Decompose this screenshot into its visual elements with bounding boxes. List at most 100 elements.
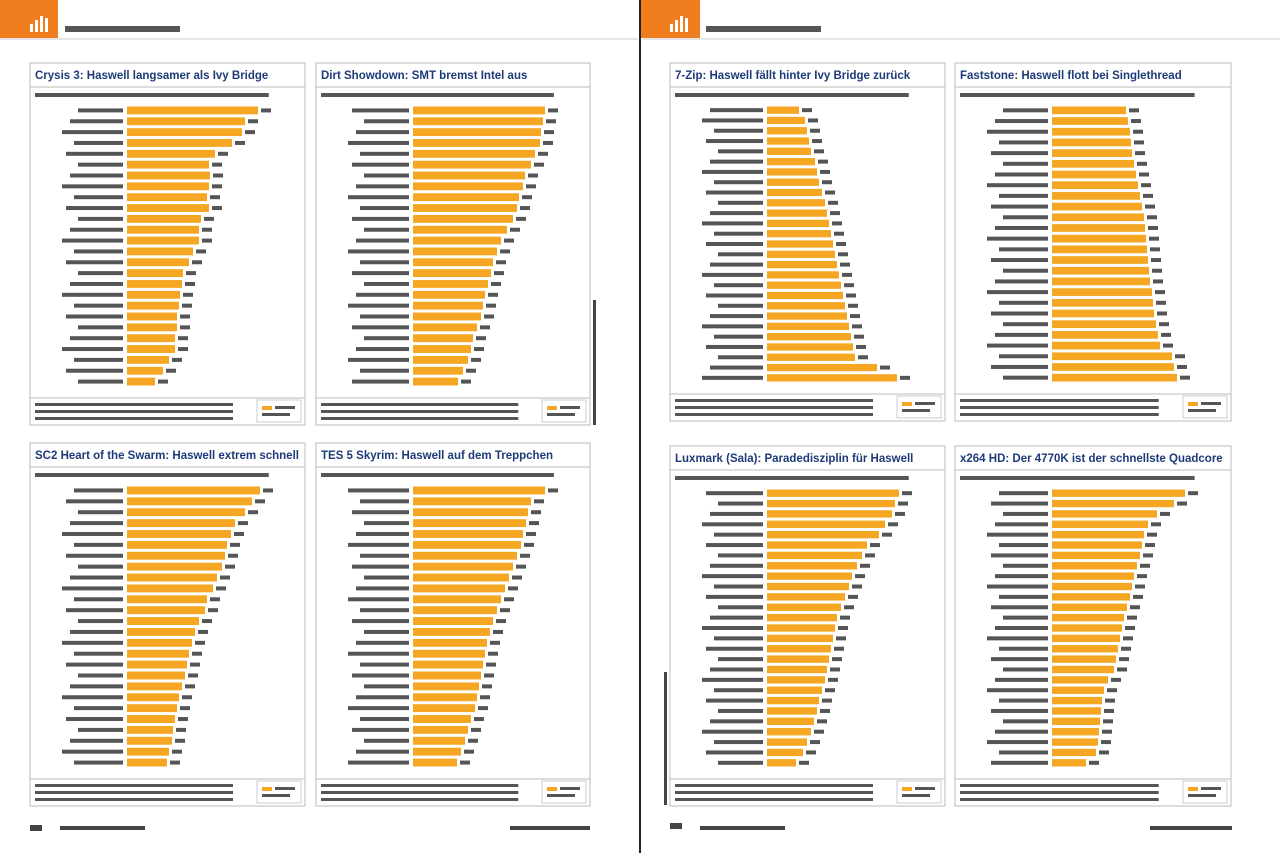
value-label	[510, 227, 520, 232]
bar	[1052, 489, 1185, 497]
bar	[413, 649, 485, 658]
row-label	[995, 225, 1048, 230]
bar	[413, 519, 526, 528]
bar	[413, 736, 465, 745]
value-label	[488, 292, 498, 297]
chart-title: TES 5 Skyrim: Haswell auf dem Treppchen	[321, 450, 553, 462]
row-label	[360, 499, 409, 504]
bar	[1052, 634, 1120, 643]
bar	[1052, 748, 1096, 757]
row-label	[364, 119, 409, 124]
value-label	[178, 336, 188, 341]
value-label	[1159, 322, 1169, 327]
bar	[413, 530, 523, 538]
bar	[127, 617, 199, 625]
row-label	[991, 501, 1048, 506]
row-label	[987, 584, 1048, 589]
row-label	[364, 227, 409, 232]
row-label	[995, 119, 1048, 124]
row-label	[70, 119, 123, 124]
panel-frame	[29, 442, 306, 807]
value-label	[1143, 193, 1153, 198]
value-label	[186, 271, 196, 276]
value-label	[548, 108, 558, 113]
row-label	[74, 249, 123, 254]
bar	[767, 230, 831, 238]
value-label	[854, 334, 864, 339]
row-label	[360, 717, 409, 722]
row-label	[74, 597, 123, 602]
bar	[413, 149, 535, 158]
bar	[127, 193, 207, 202]
value-label	[836, 636, 846, 641]
bar	[413, 682, 479, 691]
row-label	[74, 140, 123, 145]
row-label	[714, 283, 763, 288]
bar	[127, 704, 177, 713]
bar	[413, 193, 519, 202]
row-label	[999, 140, 1048, 145]
value-label	[198, 629, 208, 634]
row-label	[364, 684, 409, 689]
note-text	[35, 798, 233, 801]
row-label	[78, 325, 123, 330]
row-label	[364, 173, 409, 178]
value-label	[548, 488, 558, 493]
bar	[413, 377, 458, 386]
value-label	[898, 501, 908, 506]
value-label	[834, 231, 844, 236]
legend-text	[275, 406, 295, 409]
value-label	[520, 553, 530, 558]
note-text	[321, 403, 519, 406]
chart-panel: x264 HD: Der 4770K ist der schnellste Qu…	[954, 445, 1232, 807]
value-label	[1161, 332, 1171, 337]
value-label	[480, 695, 490, 700]
row-label	[1003, 322, 1048, 327]
value-label	[814, 149, 824, 154]
bar	[1052, 530, 1144, 539]
row-label	[706, 698, 763, 703]
value-label	[825, 688, 835, 693]
note-text	[675, 406, 873, 409]
row-label	[70, 227, 123, 232]
bar	[1052, 309, 1154, 318]
bar	[767, 499, 895, 508]
row-label	[356, 184, 409, 189]
bar	[413, 236, 501, 245]
bar	[127, 595, 207, 604]
row-label	[999, 698, 1048, 703]
value-label	[486, 662, 496, 667]
value-label	[1140, 563, 1150, 568]
bar	[413, 617, 493, 625]
row-label	[999, 354, 1048, 359]
note-text	[321, 784, 519, 787]
row-label	[991, 760, 1048, 765]
row-label	[78, 216, 123, 221]
value-label	[1105, 698, 1115, 703]
value-label	[1149, 236, 1159, 241]
value-label	[484, 314, 494, 319]
row-label	[702, 118, 763, 123]
value-label	[1156, 300, 1166, 305]
row-label	[78, 379, 123, 384]
value-label	[484, 673, 494, 678]
value-label	[461, 379, 471, 384]
row-label	[62, 238, 123, 243]
row-label	[991, 311, 1048, 316]
row-label	[352, 379, 409, 384]
legend-box	[256, 399, 302, 423]
row-label	[352, 727, 409, 732]
note-text	[35, 791, 233, 794]
value-label	[880, 365, 890, 370]
row-label	[718, 760, 763, 765]
value-label	[261, 108, 271, 113]
value-label	[204, 216, 214, 221]
bar	[127, 225, 199, 234]
bar	[1052, 624, 1122, 632]
value-label	[840, 615, 850, 620]
bar	[127, 214, 201, 223]
value-label	[508, 586, 518, 591]
row-label	[718, 149, 763, 154]
header-left	[0, 0, 638, 40]
bar	[1052, 202, 1142, 211]
